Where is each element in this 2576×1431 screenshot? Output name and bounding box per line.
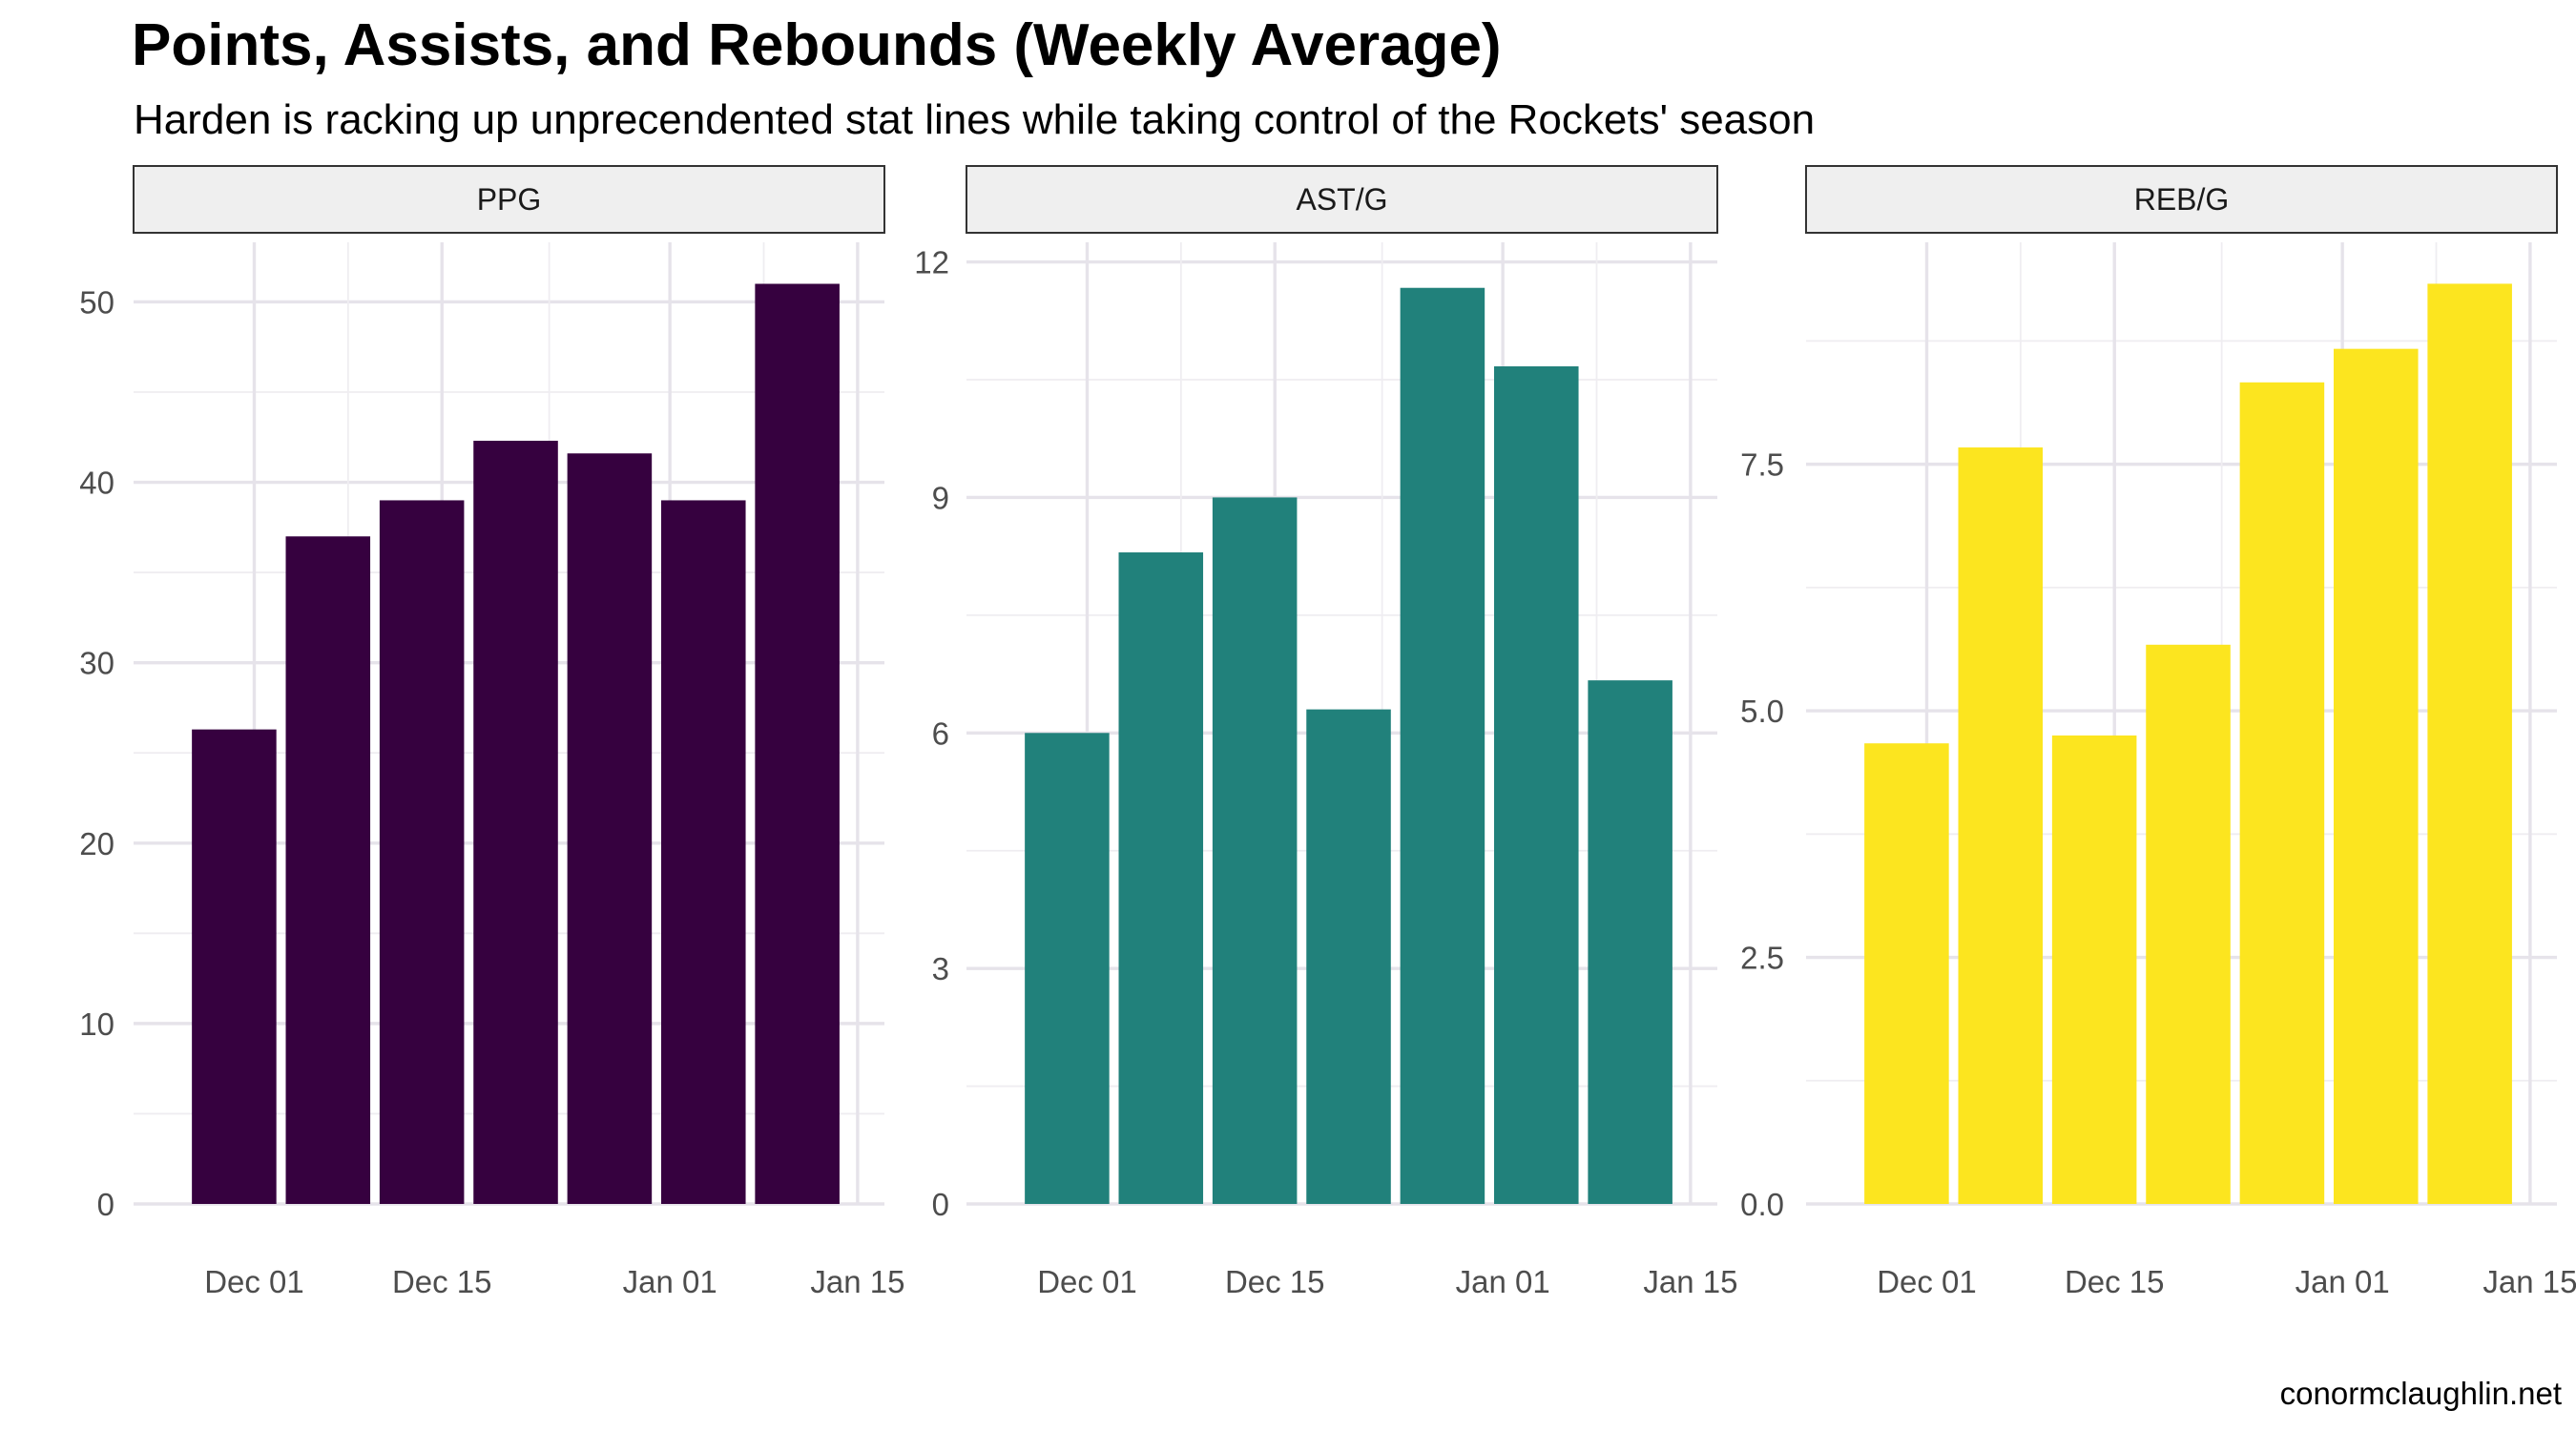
bar	[2239, 382, 2325, 1204]
y-tick-label: 0	[932, 1187, 949, 1222]
chart-caption: conormclaughlin.net	[2280, 1376, 2562, 1411]
bar	[1588, 680, 1672, 1204]
y-tick-label: 0	[97, 1187, 114, 1222]
y-tick-label: 5.0	[1740, 694, 1784, 729]
bar	[285, 536, 371, 1204]
y-tick-label: 40	[79, 466, 114, 501]
facet-strip	[133, 165, 885, 234]
chart-subtitle: Harden is racking up unprecendented stat…	[134, 96, 1815, 143]
y-tick-label: 20	[79, 826, 114, 861]
y-tick-label: 2.5	[1740, 941, 1784, 976]
panel-reb-g: REB/G 0.0 2.5 5.0 7.5 Dec 01 Dec 15 Jan 01 Jan 1…	[1740, 165, 2576, 1299]
bar	[1212, 497, 1298, 1204]
y-tick-label: 3	[932, 951, 949, 986]
chart-title: Points, Assists, and Rebounds (Weekly Av…	[132, 12, 1502, 78]
x-tick-label: Dec 01	[1877, 1264, 1977, 1299]
bar	[1400, 287, 1485, 1204]
x-tick-label: Dec 15	[2065, 1264, 2165, 1299]
bar	[192, 729, 277, 1204]
bar	[379, 500, 465, 1204]
y-tick-label: 10	[79, 1006, 114, 1042]
x-tick-label: Dec 15	[1225, 1264, 1325, 1299]
bar	[1864, 743, 1949, 1204]
x-tick-label: Dec 15	[392, 1264, 492, 1299]
y-tick-label: 7.5	[1740, 447, 1784, 483]
facet-strip	[1805, 165, 2558, 234]
y-tick-label: 0.0	[1740, 1187, 1784, 1222]
y-tick-label: 6	[932, 716, 949, 751]
x-tick-label: Jan 15	[1643, 1264, 1737, 1299]
panel-ast-g: AST/G 0 3 6 9 12 Dec 01 Dec 15 Jan 01 Jan 15	[914, 165, 1737, 1299]
bar	[2051, 735, 2137, 1204]
bar	[1025, 733, 1110, 1204]
y-tick-label: 9	[932, 480, 949, 515]
x-tick-label: Dec 01	[1037, 1264, 1137, 1299]
bar	[2427, 283, 2512, 1205]
facet-strip-label: PPG	[477, 182, 542, 217]
bar	[473, 441, 558, 1204]
y-tick-label: 12	[914, 245, 949, 280]
bar	[1958, 447, 2044, 1204]
panel-ppg: PPG 0 10 20 30 40 50 Dec 01 Dec 15 Jan 01 Jan 15	[79, 165, 904, 1299]
bar	[661, 500, 746, 1204]
x-tick-label: Jan 01	[1456, 1264, 1550, 1299]
y-tick-label: 30	[79, 646, 114, 681]
bar	[755, 283, 840, 1204]
bar	[2146, 644, 2231, 1204]
x-tick-label: Jan 15	[810, 1264, 904, 1299]
x-tick-label: Jan 01	[623, 1264, 717, 1299]
bar	[1306, 709, 1391, 1204]
bar	[2334, 348, 2419, 1204]
facet-strip-label: REB/G	[2134, 182, 2230, 217]
bar	[567, 453, 653, 1204]
facet-strip-label: AST/G	[1296, 182, 1387, 217]
facet-strip	[966, 165, 1718, 234]
bar	[1118, 552, 1204, 1204]
x-tick-label: Jan 15	[2483, 1264, 2576, 1299]
x-tick-label: Jan 01	[2296, 1264, 2390, 1299]
x-tick-label: Dec 01	[204, 1264, 304, 1299]
y-tick-label: 50	[79, 284, 114, 320]
bar	[1494, 366, 1579, 1204]
